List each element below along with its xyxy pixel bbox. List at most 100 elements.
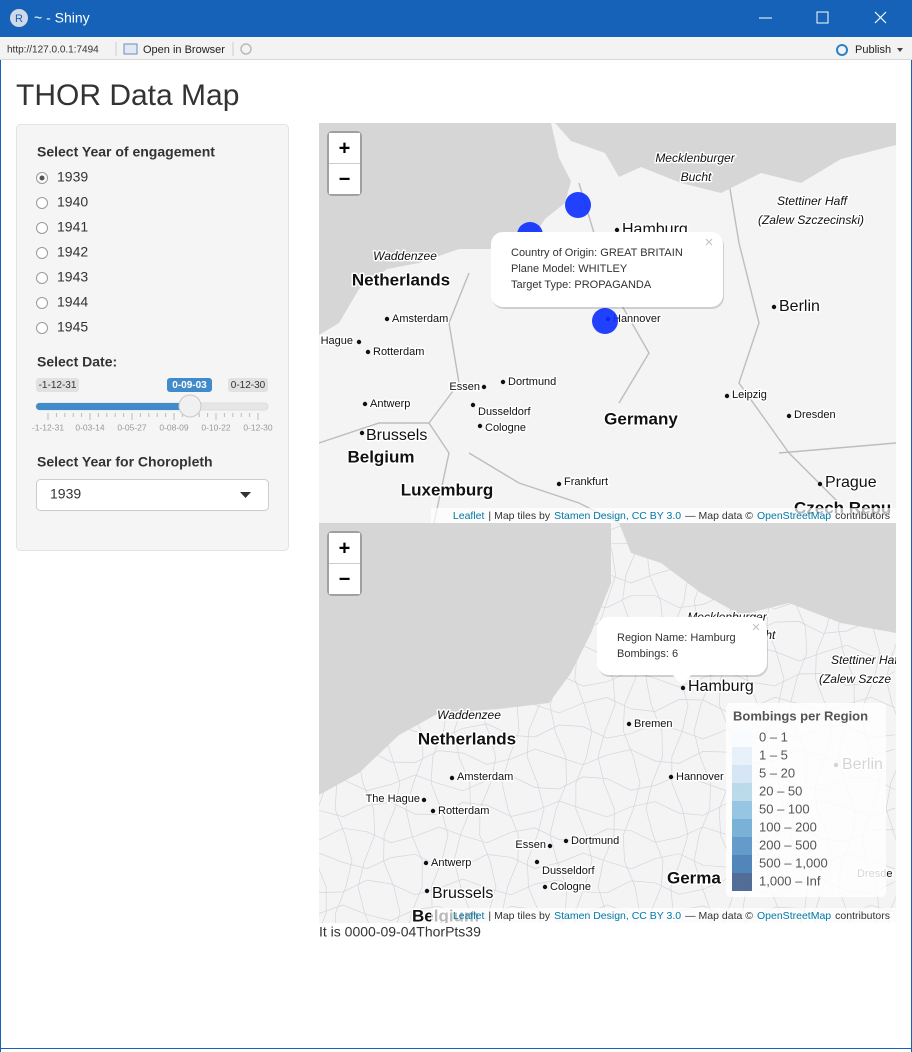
attribution-link[interactable]: Leaflet xyxy=(453,910,485,922)
attribution-link[interactable]: Stamen Design, CC BY 3.0 xyxy=(554,510,681,522)
attribution: Leaflet | Map tiles by Stamen Design, CC B… xyxy=(453,910,890,922)
place-label: Stettiner Haff xyxy=(777,194,849,208)
region-border xyxy=(622,523,641,923)
place-label: Brussels xyxy=(366,427,427,444)
region-border xyxy=(319,523,329,923)
radio-button[interactable] xyxy=(36,222,48,234)
region-border xyxy=(597,523,617,923)
city-dot xyxy=(626,721,632,727)
city-dot xyxy=(424,888,430,894)
place-label: Hannover xyxy=(676,771,724,783)
slider-fill xyxy=(36,403,190,410)
slider-tick-label: 0-10-22 xyxy=(201,422,231,432)
place-label: Dortmund xyxy=(571,835,619,847)
radio-button[interactable] xyxy=(36,272,48,284)
radio-button[interactable] xyxy=(36,297,48,309)
zoom-in-button[interactable] xyxy=(329,133,360,163)
place-label: Dusseldorf xyxy=(478,406,532,418)
radio-label: 1939 xyxy=(57,169,88,185)
place-label: Amsterdam xyxy=(392,313,448,325)
zoom-out-button[interactable] xyxy=(329,164,360,194)
radio-label: 1940 xyxy=(57,194,88,210)
sea xyxy=(319,523,611,795)
close-button[interactable] xyxy=(874,11,887,24)
choropleth-select-value: 1939 xyxy=(50,486,81,502)
city-dot xyxy=(477,423,483,429)
city-dot xyxy=(365,349,371,355)
attribution-link[interactable]: Stamen Design, CC BY 3.0 xyxy=(554,910,681,922)
city-dot xyxy=(771,304,777,310)
maximize-button[interactable] xyxy=(816,11,829,24)
legend-label: 1,000 – Inf xyxy=(759,873,821,888)
attribution: Leaflet | Map tiles by Stamen Design, CC B… xyxy=(453,510,890,522)
zoom-out-button[interactable] xyxy=(329,564,360,594)
legend-label: 1 – 5 xyxy=(759,747,788,762)
popup xyxy=(597,617,767,675)
legend-label: 5 – 20 xyxy=(759,765,795,780)
legend xyxy=(726,703,886,897)
place-label: Rotterdam xyxy=(373,346,424,358)
place-label: Stettiner Haff xyxy=(831,653,903,667)
region-border xyxy=(645,523,664,923)
attribution-link[interactable]: OpenStreetMap xyxy=(757,910,831,922)
app-title: THOR Data Map xyxy=(16,79,239,112)
region-label: Germany xyxy=(604,409,678,428)
city-dot xyxy=(359,430,365,436)
region-label: Netherlands xyxy=(352,270,450,289)
city-dot xyxy=(356,339,362,345)
title-bar xyxy=(0,0,912,37)
city-dot xyxy=(817,481,823,487)
slider-tick-label: 0-05-27 xyxy=(117,422,147,432)
choropleth-select[interactable] xyxy=(36,479,269,511)
popup-close[interactable]: × xyxy=(752,619,761,636)
url: http://127.0.0.1:7494 xyxy=(7,45,99,56)
popup-tip xyxy=(672,674,692,685)
legend-swatch xyxy=(732,783,752,801)
city-dot xyxy=(362,401,368,407)
slider-handle[interactable] xyxy=(178,394,202,418)
legend-label: 100 – 200 xyxy=(759,819,817,834)
country-border xyxy=(428,272,470,523)
zoom-in-label: + xyxy=(339,537,351,559)
city-dot xyxy=(470,402,476,408)
publish-icon xyxy=(836,44,848,56)
attribution-link[interactable]: Leaflet xyxy=(453,510,485,522)
open-in-browser[interactable]: Open in Browser xyxy=(143,44,225,56)
status-text: It is 0000-09-04ThorPts39 xyxy=(319,924,481,940)
place-label: Berlin xyxy=(779,298,820,315)
legend-title: Bombings per Region xyxy=(733,708,868,723)
attribution-text: contributors xyxy=(835,910,890,922)
place-label: Brussels xyxy=(432,885,493,902)
legend-label: 500 – 1,000 xyxy=(759,855,828,870)
window-title: ~ - Shiny xyxy=(34,10,90,26)
radio-button[interactable] xyxy=(36,247,48,259)
year-input-label: Select Year of engagement xyxy=(37,144,215,160)
place-label: Antwerp xyxy=(370,398,410,410)
app-icon xyxy=(10,9,28,27)
refresh-button[interactable] xyxy=(240,43,252,55)
slider-max-box xyxy=(228,378,268,392)
place-label: Waddenzee xyxy=(437,708,501,722)
bombing-marker[interactable] xyxy=(592,308,618,334)
legend-swatch xyxy=(732,819,752,837)
city-dot xyxy=(423,860,429,866)
place-label: The Hague xyxy=(366,793,420,805)
city-dot xyxy=(614,227,620,233)
place-label: Dortmund xyxy=(508,376,556,388)
popup-line: Plane Model: WHITLEY xyxy=(511,263,628,275)
city-dot xyxy=(421,797,427,803)
bombing-marker[interactable] xyxy=(565,192,591,218)
attribution-text: | Map tiles by xyxy=(488,510,550,522)
zoom-in-button[interactable] xyxy=(329,533,360,563)
radio-button[interactable] xyxy=(36,322,48,334)
toolbar xyxy=(0,37,912,60)
city-dot xyxy=(556,481,562,487)
popup-close[interactable]: × xyxy=(705,234,714,251)
radio-button[interactable] xyxy=(36,197,48,209)
attribution-link[interactable]: OpenStreetMap xyxy=(757,510,831,522)
city-dot xyxy=(449,775,455,781)
publish-button[interactable]: Publish xyxy=(855,44,891,56)
place-label: Hannover xyxy=(613,313,661,325)
